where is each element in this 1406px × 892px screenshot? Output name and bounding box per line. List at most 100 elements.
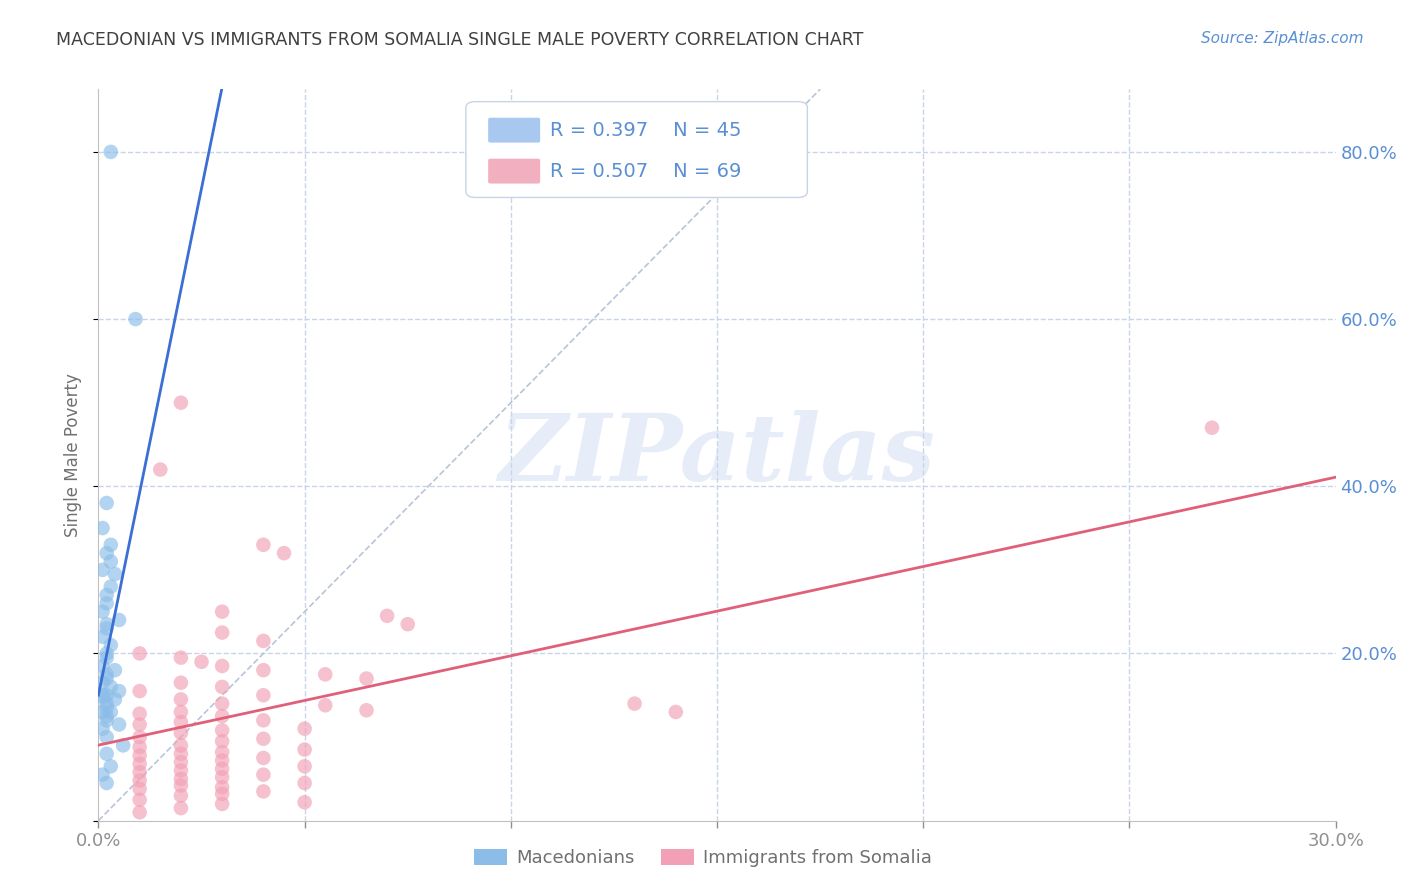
Point	[91, 688, 114, 702]
Point	[100, 638, 122, 652]
Point	[170, 739, 193, 753]
Point	[96, 621, 118, 635]
Point	[170, 772, 193, 786]
Point	[96, 596, 118, 610]
Point	[294, 759, 316, 773]
Point	[96, 667, 118, 681]
Point	[273, 546, 295, 560]
Point	[128, 684, 150, 698]
Point	[211, 754, 233, 768]
Point	[252, 784, 274, 798]
Point	[211, 787, 233, 801]
Point	[108, 717, 131, 731]
Point	[170, 395, 193, 409]
Point	[128, 805, 150, 820]
Point	[96, 714, 118, 728]
Point	[96, 709, 118, 723]
Point	[294, 722, 316, 736]
Point	[108, 684, 131, 698]
Point	[124, 312, 146, 326]
Point	[128, 647, 150, 661]
Point	[252, 688, 274, 702]
Point	[96, 776, 118, 790]
Point	[211, 605, 233, 619]
Point	[252, 731, 274, 746]
Point	[128, 717, 150, 731]
Point	[665, 705, 688, 719]
Point	[91, 563, 114, 577]
Point	[100, 145, 122, 159]
Point	[211, 797, 233, 811]
Point	[252, 767, 274, 781]
Point	[100, 580, 122, 594]
Point	[170, 755, 193, 769]
Point	[356, 672, 378, 686]
Point	[1201, 421, 1223, 435]
Point	[170, 705, 193, 719]
Point	[104, 567, 127, 582]
Point	[314, 667, 336, 681]
Point	[104, 663, 127, 677]
Point	[170, 692, 193, 706]
Point	[91, 630, 114, 644]
Point	[96, 672, 118, 686]
Point	[170, 801, 193, 815]
Point	[623, 697, 645, 711]
Point	[100, 759, 122, 773]
Point	[252, 663, 274, 677]
Point	[294, 776, 316, 790]
FancyBboxPatch shape	[465, 102, 807, 197]
Point	[128, 781, 150, 796]
Point	[149, 462, 172, 476]
Point	[211, 745, 233, 759]
Point	[211, 680, 233, 694]
Point	[91, 521, 114, 535]
Point	[314, 698, 336, 713]
Point	[211, 762, 233, 776]
Point	[100, 680, 122, 694]
Point	[100, 538, 122, 552]
Point	[294, 795, 316, 809]
Text: MACEDONIAN VS IMMIGRANTS FROM SOMALIA SINGLE MALE POVERTY CORRELATION CHART: MACEDONIAN VS IMMIGRANTS FROM SOMALIA SI…	[56, 31, 863, 49]
Point	[375, 608, 398, 623]
Point	[91, 705, 114, 719]
Point	[190, 655, 212, 669]
Point	[252, 538, 274, 552]
Point	[96, 700, 118, 714]
Point	[356, 703, 378, 717]
Point	[96, 617, 118, 632]
Point	[128, 740, 150, 755]
Point	[170, 726, 193, 740]
Point	[91, 605, 114, 619]
Point	[128, 773, 150, 788]
FancyBboxPatch shape	[488, 159, 540, 184]
Point	[91, 675, 114, 690]
Point	[170, 789, 193, 803]
Point	[91, 767, 114, 781]
Point	[211, 697, 233, 711]
Point	[211, 780, 233, 795]
Text: R = 0.397    N = 45: R = 0.397 N = 45	[550, 120, 741, 140]
Point	[211, 709, 233, 723]
Point	[128, 765, 150, 780]
Text: ZIPatlas: ZIPatlas	[499, 410, 935, 500]
Point	[96, 697, 118, 711]
Point	[211, 734, 233, 748]
Point	[211, 770, 233, 784]
Point	[170, 764, 193, 778]
Point	[170, 779, 193, 793]
Point	[91, 690, 114, 704]
Point	[170, 650, 193, 665]
FancyBboxPatch shape	[488, 118, 540, 143]
Point	[91, 722, 114, 736]
Text: Source: ZipAtlas.com: Source: ZipAtlas.com	[1201, 31, 1364, 46]
Point	[252, 751, 274, 765]
Point	[211, 625, 233, 640]
Point	[170, 675, 193, 690]
Point	[128, 706, 150, 721]
Point	[170, 747, 193, 761]
Legend: Macedonians, Immigrants from Somalia: Macedonians, Immigrants from Somalia	[467, 841, 939, 874]
Point	[252, 714, 274, 728]
Point	[104, 692, 127, 706]
Point	[96, 730, 118, 744]
